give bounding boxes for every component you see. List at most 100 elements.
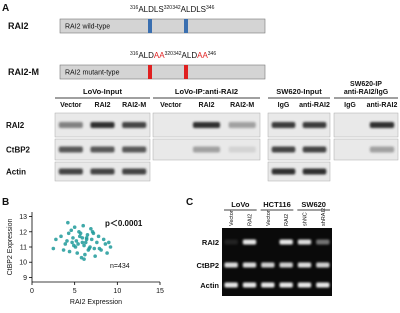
- gel-band: [297, 239, 312, 245]
- scatter-point: [83, 240, 88, 245]
- scatter-point: [71, 236, 75, 240]
- y-tick-label: 9: [23, 275, 27, 282]
- scatter-point: [66, 231, 71, 236]
- scatter-point: [74, 239, 79, 243]
- blot-row-label: RAI2: [6, 121, 25, 130]
- scatter-point: [85, 233, 90, 237]
- scatter-point: [101, 237, 106, 242]
- blot-band: [369, 146, 395, 153]
- motif-stripe: [184, 65, 188, 79]
- gel-band: [297, 262, 312, 268]
- scatter-point: [108, 245, 113, 249]
- scatter-point: [97, 246, 102, 251]
- scatter-point: [66, 220, 70, 225]
- construct-bar-label: RAI2 mutant-type: [65, 70, 120, 77]
- blot-band: [58, 146, 83, 153]
- gel: [222, 228, 332, 296]
- blot-band: [271, 146, 296, 153]
- blot-band: [228, 146, 256, 153]
- motif-start: 342: [172, 5, 181, 11]
- blot-row-label: Actin: [6, 168, 26, 177]
- motif-start: 342: [173, 51, 182, 57]
- gel-band: [279, 282, 293, 288]
- scatter-point: [89, 226, 93, 231]
- scatter-point: [92, 246, 97, 251]
- scatter-point: [76, 242, 80, 246]
- scatter-point: [87, 246, 91, 251]
- blot-frame: [267, 138, 331, 161]
- lane-label: RAI2: [199, 102, 215, 109]
- group-label: SW620: [301, 200, 326, 209]
- annotation: n=434: [110, 263, 130, 270]
- scatter-point: [103, 242, 108, 246]
- lane-label: shNC: [303, 212, 309, 226]
- gel-band: [316, 282, 330, 288]
- group-label: LoVo: [231, 200, 250, 209]
- blot-frame: [333, 138, 399, 161]
- panel-label: B: [2, 197, 9, 208]
- group-label: HCT116: [263, 200, 291, 209]
- gel-band: [261, 262, 275, 268]
- gel-band: [297, 282, 312, 288]
- gel-band: [242, 282, 257, 288]
- scatter-point: [70, 240, 74, 245]
- x-tick-label: 0: [30, 288, 34, 295]
- scatter-point: [69, 228, 74, 233]
- lane-label: Vector: [160, 102, 182, 109]
- lane-label: shRAI2: [321, 208, 327, 226]
- gel-band: [316, 262, 330, 268]
- lane-label: RAI2: [284, 214, 290, 226]
- blot-band: [90, 122, 115, 128]
- scatter-point: [105, 251, 109, 255]
- panel-label: A: [2, 3, 9, 14]
- blot-row-label: CtBP2: [6, 146, 31, 155]
- y-tick-label: 10: [19, 260, 27, 267]
- blot-band: [90, 146, 115, 153]
- blot-band: [122, 146, 147, 153]
- scatter-point: [96, 234, 101, 239]
- scatter-point: [75, 251, 80, 255]
- scatter-point: [65, 239, 69, 243]
- scatter-point: [81, 223, 85, 228]
- motif-seq: ALDLS: [181, 5, 206, 14]
- blot-band: [192, 146, 221, 153]
- lane-label: RAI2-M: [122, 102, 146, 109]
- scatter-point: [72, 225, 77, 230]
- blot-band: [122, 168, 147, 175]
- y-tick-label: 11: [20, 245, 27, 252]
- motif-end: 346: [206, 5, 215, 11]
- x-tick-label: 15: [156, 288, 164, 295]
- gel-row-label: Actin: [200, 281, 219, 290]
- gel-band: [224, 282, 238, 288]
- scatter-point: [107, 240, 111, 245]
- blot-frame: [267, 161, 331, 182]
- scatter-point: [93, 254, 97, 258]
- motif-seq: ALD: [138, 51, 154, 60]
- construct-bar-label: RAI2 wild-type: [65, 24, 110, 31]
- lane-label: Vector: [266, 210, 272, 226]
- lane-label: IgG: [278, 102, 290, 109]
- gel-band: [224, 262, 238, 268]
- scatter-point: [89, 237, 94, 242]
- x-tick-label: 10: [113, 288, 121, 295]
- motif-text: 316ALDLS320 342ALDLS346: [130, 5, 215, 14]
- scatter-point: [82, 243, 86, 248]
- blot-band: [302, 122, 327, 128]
- scatter-point: [67, 249, 72, 254]
- x-axis-title: RAI2 Expression: [70, 299, 122, 306]
- blot-band: [271, 168, 296, 175]
- blot-title: LoVo-Input: [83, 87, 123, 96]
- lane-label: RAI2: [95, 102, 111, 109]
- blot-band: [58, 168, 83, 175]
- motif-seq: ALDLS: [138, 5, 163, 14]
- gel-row-label: RAI2: [202, 238, 219, 247]
- motif-end: 320: [165, 51, 174, 57]
- motif-mutation: AA: [154, 51, 165, 60]
- scatter-point: [84, 237, 89, 242]
- blot-title: anti-RAI2/IgG: [344, 89, 389, 96]
- motif-end: 320: [164, 5, 173, 11]
- lane-label: anti-RAI2: [367, 102, 398, 109]
- x-tick-label: 5: [73, 288, 77, 295]
- blot-band: [122, 122, 147, 128]
